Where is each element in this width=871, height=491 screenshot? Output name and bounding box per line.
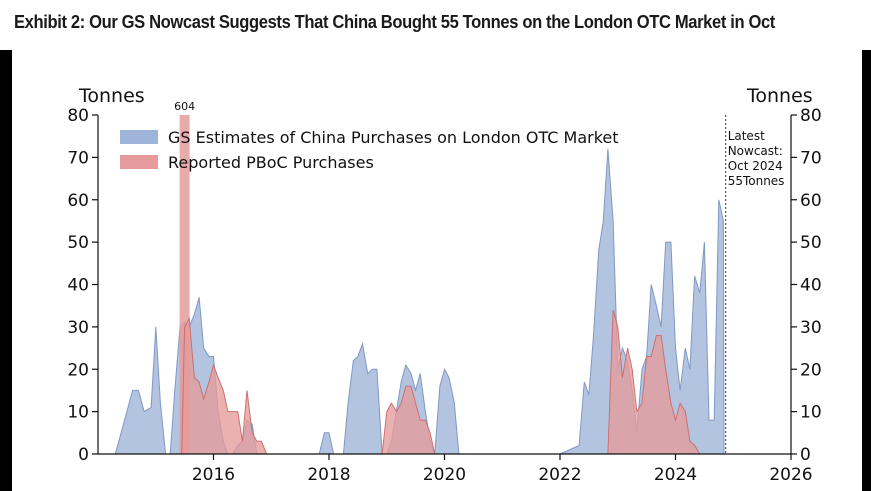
left-y-tick-label: 60 [67,191,89,211]
bar-604-label: 604 [174,100,195,113]
right-y-tick-label: 50 [800,233,822,253]
x-tick-label: 2022 [538,465,581,485]
latest-label-line: Nowcast: [728,144,783,158]
right-y-tick-label: 30 [800,318,822,338]
plot-area: 604 Latest Nowcast: Oct 2024 55Tonnes [114,100,785,455]
right-y-tick-label: 80 [800,106,822,126]
latest-label-line: Oct 2024 [728,159,783,173]
latest-nowcast-label: Latest Nowcast: Oct 2024 55Tonnes [728,129,785,188]
left-y-tick-label: 0 [78,445,89,465]
left-y-tick-label: 20 [67,360,89,380]
legend-swatch-pboc [120,155,158,169]
x-tick-label: 2024 [654,465,697,485]
x-tick-label: 2020 [423,465,466,485]
right-y-tick-label: 0 [800,445,811,465]
left-y-tick-label: 80 [67,106,89,126]
left-y-tick-label: 50 [67,233,89,253]
latest-label-line: 55Tonnes [728,174,785,188]
legend-swatch-gs [120,130,158,144]
pboc-purchases-area [181,309,701,455]
right-y-ticks: 0 10 20 30 40 50 60 70 80 [791,106,822,465]
pboc-604-bar [179,115,190,454]
header-bar: Exhibit 2: Our GS Nowcast Suggests That … [0,0,871,50]
left-y-tick-label: 70 [67,148,89,168]
latest-label-line: Latest [728,129,765,143]
right-y-tick-label: 20 [800,360,822,380]
left-y-tick-label: 30 [67,318,89,338]
left-y-axis-title: Tonnes [78,85,145,107]
x-ticks: 2016 2018 2020 2022 2024 2026 [192,454,813,485]
left-y-tick-label: 10 [67,403,89,423]
left-y-tick-label: 40 [67,276,89,296]
right-y-tick-label: 40 [800,276,822,296]
x-tick-label: 2026 [769,465,812,485]
legend-label-gs: GS Estimates of China Purchases on Londo… [168,128,619,147]
chart-title: Exhibit 2: Our GS Nowcast Suggests That … [14,12,775,32]
right-y-tick-label: 60 [800,191,822,211]
right-y-tick-label: 10 [800,403,822,423]
right-y-axis-title: Tonnes [746,85,813,107]
right-y-tick-label: 70 [800,148,822,168]
legend: GS Estimates of China Purchases on Londo… [120,128,619,172]
axes: 0 10 20 30 40 50 60 70 80 0 10 20 30 40 50 60 70 80 2016… [67,85,821,485]
left-y-ticks: 0 10 20 30 40 50 60 70 80 [67,106,98,465]
legend-label-pboc: Reported PBoC Purchases [168,153,374,172]
x-tick-label: 2018 [307,465,350,485]
x-tick-label: 2016 [192,465,235,485]
